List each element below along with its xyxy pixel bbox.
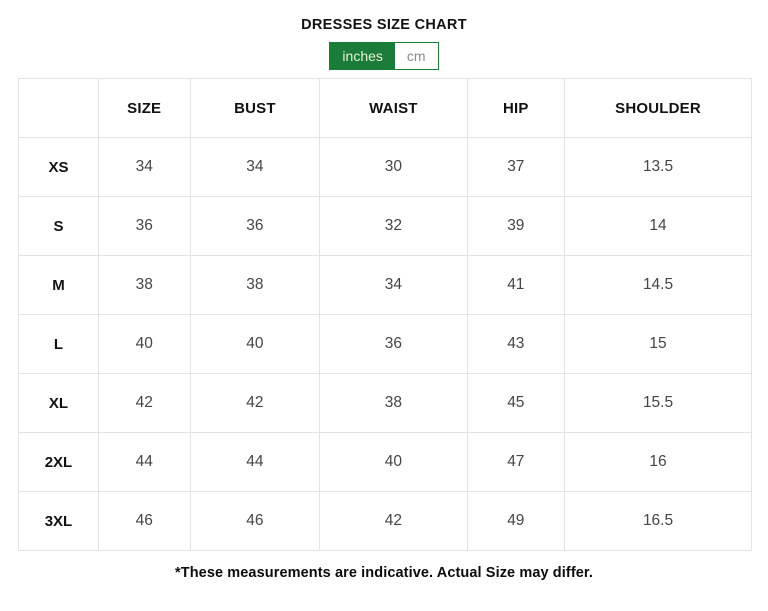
- row-label: L: [18, 314, 99, 374]
- table-cell-shoulder: 14.5: [564, 255, 752, 315]
- table-cell-waist: 30: [319, 137, 468, 197]
- column-header-size: SIZE: [97, 78, 191, 138]
- table-cell-shoulder: 16.5: [564, 491, 752, 551]
- table-cell-size: 36: [97, 196, 191, 256]
- table-cell-waist: 42: [319, 491, 468, 551]
- table-cell-size: 44: [97, 432, 191, 492]
- row-label: S: [18, 196, 99, 256]
- table-cell-bust: 40: [189, 314, 321, 374]
- table-cell-waist: 36: [319, 314, 468, 374]
- table-cell-shoulder: 15.5: [564, 373, 752, 433]
- size-chart-table: SIZE BUST WAIST HIP SHOULDER XS 34 34 30 37 13.5 S…: [18, 78, 752, 551]
- table-row-l: L 40 40 36 43 15: [18, 314, 752, 374]
- page-title: DRESSES SIZE CHART: [301, 17, 467, 33]
- header-row: SIZE BUST WAIST HIP SHOULDER: [18, 78, 752, 138]
- table-cell-size: 42: [97, 373, 191, 433]
- column-header-waist: WAIST: [319, 78, 468, 138]
- table-cell-waist: 32: [319, 196, 468, 256]
- table-cell-hip: 47: [466, 432, 566, 492]
- table-header: SIZE BUST WAIST HIP SHOULDER: [18, 78, 752, 138]
- table-cell-size: 38: [97, 255, 191, 315]
- table-row-xs: XS 34 34 30 37 13.5: [18, 137, 752, 197]
- table-row-2xl: 2XL 44 44 40 47 16: [18, 432, 752, 492]
- row-label: XL: [18, 373, 99, 433]
- table-cell-hip: 41: [466, 255, 566, 315]
- table-cell-waist: 38: [319, 373, 468, 433]
- column-header-bust: BUST: [189, 78, 321, 138]
- column-header-hip: HIP: [466, 78, 566, 138]
- cm-toggle-button[interactable]: cm: [394, 43, 438, 69]
- table-row-s: S 36 36 32 39 14: [18, 196, 752, 256]
- row-label: M: [18, 255, 99, 315]
- table-cell-hip: 43: [466, 314, 566, 374]
- table-cell-hip: 45: [466, 373, 566, 433]
- table-cell-bust: 44: [189, 432, 321, 492]
- footnote: *These measurements are indicative. Actu…: [175, 565, 593, 581]
- table-cell-bust: 36: [189, 196, 321, 256]
- table-row-m: M 38 38 34 41 14.5: [18, 255, 752, 315]
- table-cell-shoulder: 13.5: [564, 137, 752, 197]
- table-body: XS 34 34 30 37 13.5 S 36 36 32 39 14 M 38 38 34 41 14.5 L 4…: [18, 137, 752, 551]
- table-cell-shoulder: 14: [564, 196, 752, 256]
- table-cell-bust: 42: [189, 373, 321, 433]
- table-row-3xl: 3XL 46 46 42 49 16.5: [18, 491, 752, 551]
- table-cell-hip: 39: [466, 196, 566, 256]
- corner-header-cell: [18, 78, 99, 138]
- row-label: 2XL: [18, 432, 99, 492]
- unit-toggle-wrap: inches cm: [0, 42, 768, 70]
- table-cell-size: 40: [97, 314, 191, 374]
- inches-toggle-button[interactable]: inches: [330, 43, 395, 69]
- column-header-shoulder: SHOULDER: [564, 78, 752, 138]
- table-cell-size: 46: [97, 491, 191, 551]
- table-cell-hip: 37: [466, 137, 566, 197]
- table-cell-hip: 49: [466, 491, 566, 551]
- table-cell-bust: 38: [189, 255, 321, 315]
- table-cell-shoulder: 16: [564, 432, 752, 492]
- table-cell-bust: 34: [189, 137, 321, 197]
- row-label: 3XL: [18, 491, 99, 551]
- row-label: XS: [18, 137, 99, 197]
- table-cell-waist: 34: [319, 255, 468, 315]
- table-cell-bust: 46: [189, 491, 321, 551]
- table-cell-shoulder: 15: [564, 314, 752, 374]
- table-cell-waist: 40: [319, 432, 468, 492]
- unit-toggle: inches cm: [329, 42, 439, 70]
- table-cell-size: 34: [97, 137, 191, 197]
- table-row-xl: XL 42 42 38 45 15.5: [18, 373, 752, 433]
